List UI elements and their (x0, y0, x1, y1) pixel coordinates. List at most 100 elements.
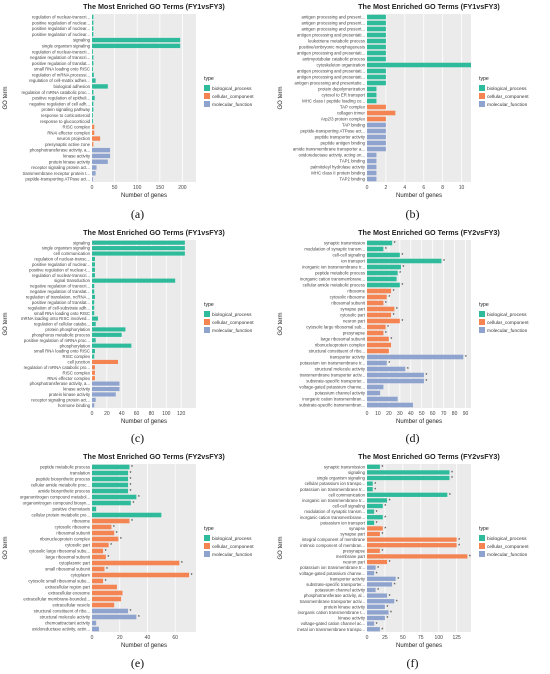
y-tick-label: cytosolic ribosome (330, 295, 366, 300)
significance-star: * (396, 307, 398, 313)
y-tick-label: small RNA loading onto RISC (34, 311, 90, 316)
bar-cytosolic-large-ribosomal-subu (92, 548, 104, 554)
y-tick-label: antimyotubular catabolic process (302, 57, 365, 62)
y-tick-label: regulation of mRNA processi... (32, 72, 90, 77)
chart-title: The Most Enriched GO Terms (FY1vsFY3) (358, 2, 500, 11)
significance-star: * (402, 265, 404, 271)
y-tick-label: modulation of synaptic transm... (304, 247, 365, 252)
y-tick-label: peptide transporter activity (315, 135, 366, 140)
y-tick-label: cytoskeleton organization (317, 63, 366, 68)
significance-star: * (425, 373, 427, 379)
y-tick-label: receptor signaling protein act... (31, 397, 90, 402)
y-tick-label: antigen processing and presentati... (297, 69, 365, 74)
significance-star: * (116, 531, 118, 537)
bar-phosphotransferase-activity-a (92, 381, 120, 386)
chart-svg: The Most Enriched GO Terms (FY1vsFY3) 0 20… (3, 228, 254, 425)
x-tick-label: 60 (134, 411, 140, 417)
bar-structural-constituent-of-ribo (367, 348, 389, 354)
significance-star: * (105, 549, 107, 555)
x-tick-label: 50 (400, 635, 406, 641)
bar-regulation-of-translation-ncrna (92, 294, 95, 299)
significance-star: * (399, 271, 401, 277)
y-tick-label: antigen processing and presentati... (297, 75, 365, 80)
x-axis-label: Number of genes (121, 193, 167, 199)
y-tick-label: oxidoreductase activity, acting on... (298, 153, 365, 158)
bar-extracellular-membrane-bounded (92, 596, 122, 602)
y-tick-label: ribonucleoprotein complex (40, 537, 91, 542)
bar-synapse-part (367, 306, 395, 312)
x-tick-label: 60 (172, 635, 178, 641)
y-tick-label: ribosomal subunit (56, 531, 90, 536)
bar-phosphotransferase-activity-a (92, 147, 111, 153)
y-tick-label: response to glucocorticoid (40, 119, 91, 124)
bar-protein-kinase-activity (92, 392, 116, 397)
y-tick-label: cell-cell signaling (333, 504, 366, 509)
bar-negative-regulation-of-cell-adh (92, 101, 94, 106)
legend-label-biological-process: biological_process (212, 536, 252, 542)
chart-svg: The Most Enriched GO Terms (FY1vsFY3) 0 2 4… (278, 2, 529, 199)
y-tick-label: neuron part (343, 319, 366, 324)
y-tick-label: cellular amide metabolic proc... (31, 483, 90, 488)
y-tick-label: antigen processing and presentatio... (295, 81, 365, 86)
y-tick-label: collagen trimer (337, 111, 366, 116)
panel-label-b: (b) (405, 207, 420, 221)
bar-antigen-processing-and-present (367, 14, 386, 20)
bar-rnai-effector-complex (92, 376, 95, 381)
significance-star: * (449, 493, 451, 499)
x-axis-label: Number of genes (396, 193, 442, 199)
bar-voltage-gated-potassium-channe (367, 384, 384, 390)
y-tick-label: synaptic transmission (324, 464, 366, 469)
x-tick-label: 0 (366, 185, 369, 191)
significance-star: * (385, 247, 387, 253)
bar-cellular-protein-metabolic-pro (92, 512, 162, 518)
significance-star: * (384, 504, 386, 510)
y-tick-label: regulation of translation, ncRNA... (26, 295, 90, 300)
bar-positive-regulation-of-translat (92, 300, 95, 305)
y-tick-label: potassium ion transport (320, 520, 365, 525)
bar-peptide-metabolic-process (367, 270, 398, 276)
significance-star: * (451, 471, 453, 477)
x-tick-label: 2 (385, 185, 388, 191)
y-tick-label: neuron projection (57, 136, 91, 141)
y-tick-label: translation (70, 471, 90, 476)
y-tick-label: small RNA loading onto RISC (34, 67, 90, 72)
y-axis-label: GO term (278, 536, 284, 559)
y-tick-label: regulation of cell-matrix adhes... (29, 78, 90, 83)
x-tick-label: 150 (156, 185, 165, 191)
y-tick-label: positive regulation of nuclear... (32, 32, 90, 37)
x-tick-label: 200 (178, 185, 187, 191)
significance-star: * (376, 571, 378, 577)
significance-star: * (443, 259, 445, 265)
y-tick-label: mRNA loading onto RISC involved... (21, 316, 90, 321)
bar-extracellular-exosome (92, 590, 123, 596)
y-tick-label: ion transport (341, 259, 366, 264)
significance-star: * (130, 483, 132, 489)
bar-peptide-metabolic-process (92, 464, 130, 470)
y-tick-label: antigen processing and presentati... (297, 51, 365, 56)
y-tick-label: single organism signaling (42, 246, 91, 251)
bar-inorganic-ion-transmembrane-tr (367, 498, 388, 503)
y-tick-label: TAP1 binding (340, 159, 366, 164)
y-tick-label: positive regulation of translat... (32, 300, 90, 305)
bar-inorganic-cation-transmembrane (367, 276, 397, 282)
bar-cytoplasmic-part (92, 560, 180, 566)
bar-antigen-processing-and-presentati (367, 74, 386, 80)
significance-star: * (384, 527, 386, 533)
y-axis-label: GO term (3, 312, 9, 335)
y-tick-label: regulation of cellular catabo... (34, 322, 90, 327)
bar-ribonucleoprotein-complex (367, 342, 392, 348)
y-tick-label: potassium channel activity (315, 588, 366, 593)
bar-peptide-antigen-binding (367, 140, 386, 146)
y-tick-label: intrinsic component of membran... (300, 543, 365, 548)
y-tick-label: MHC class II protein binding (311, 171, 365, 176)
bar-peptide-transporting-atpase-act (92, 176, 93, 182)
chart-svg: The Most Enriched GO Terms (FY2vsFY3) 0 10… (278, 228, 529, 425)
significance-star: * (425, 379, 427, 385)
bar-extracellular-region-part (92, 584, 117, 590)
bar-regulation-of-nuclear-transcri (92, 273, 95, 278)
significance-star: * (181, 561, 183, 567)
bar-risc-complex (92, 370, 95, 375)
bar-single-organism-signaling (92, 43, 181, 49)
bar-mhc-class-i-peptide-loading-co (367, 98, 377, 104)
bar-positive-regulation-of-nuclear-t (92, 267, 95, 272)
